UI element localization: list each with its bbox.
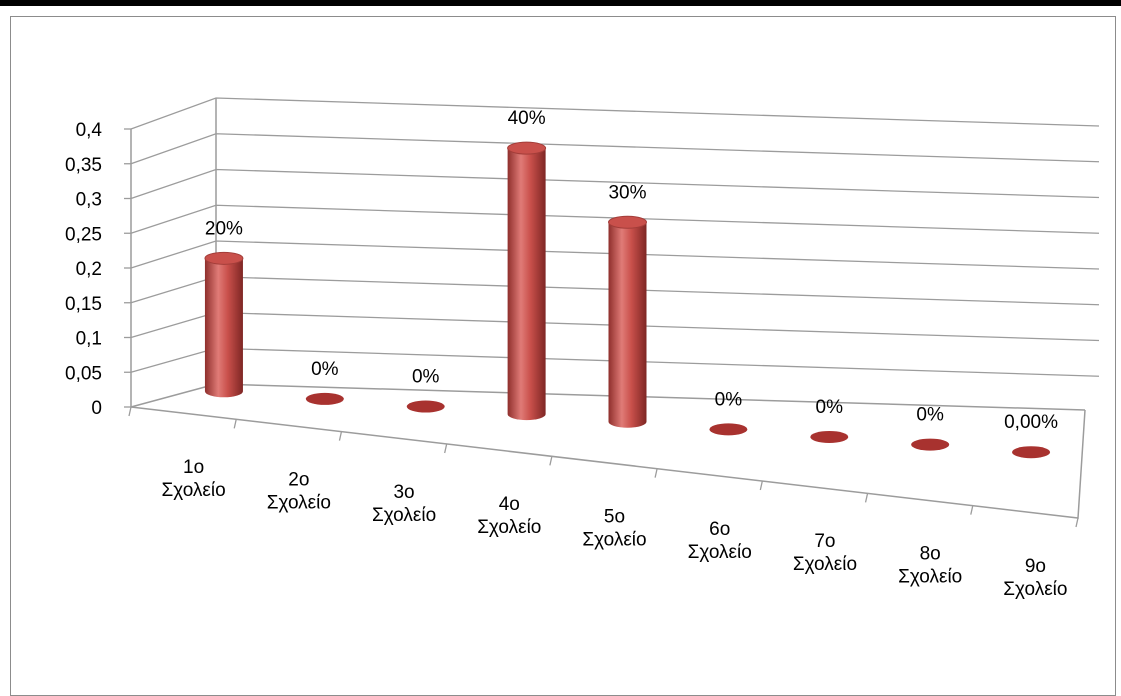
chart-frame	[10, 16, 1116, 696]
data-label: 0,00%	[1004, 412, 1058, 433]
category-label: 3ο Σχολείο	[372, 482, 436, 526]
category-label: 4ο Σχολείο	[477, 494, 541, 538]
category-label: 5ο Σχολείο	[582, 507, 646, 551]
bar	[406, 400, 445, 413]
y-tick-label: 0,05	[65, 363, 102, 384]
category-label: 8ο Σχολείο	[898, 544, 962, 588]
bar	[608, 215, 647, 428]
category-label: 6ο Σχολείο	[688, 519, 752, 563]
category-labels: 1ο Σχολείο 2ο Σχολείο 3ο Σχολείο 4ο Σχολείο 5ο Σχ…	[162, 457, 1068, 600]
data-label: 30%	[608, 182, 646, 203]
bar	[204, 251, 244, 398]
y-tick-label: 0	[91, 398, 102, 419]
data-label: 0%	[715, 389, 743, 410]
axes	[124, 128, 1086, 528]
data-label: 0%	[311, 359, 339, 380]
category-label: 7ο Σχολείο	[793, 531, 857, 575]
bars	[204, 141, 1051, 459]
data-label: 0%	[916, 405, 944, 426]
data-label: 20%	[205, 218, 243, 239]
category-label: 1ο Σχολείο	[162, 457, 226, 501]
y-tick-label: 0,4	[76, 120, 103, 141]
category-label: 2ο Σχολείο	[267, 470, 331, 514]
data-label: 0%	[412, 367, 440, 388]
bar	[709, 423, 748, 436]
bar	[305, 392, 344, 405]
top-rule	[0, 0, 1121, 6]
y-tick-label: 0,35	[65, 155, 102, 176]
bar	[810, 430, 849, 443]
data-label: 0%	[816, 397, 844, 418]
y-tick-label: 0,15	[65, 294, 102, 315]
gridlines	[130, 97, 1100, 411]
y-tick-label: 0,2	[76, 259, 102, 280]
y-tick-label: 0,1	[76, 329, 102, 350]
y-tick-label: 0,3	[76, 190, 102, 211]
data-label: 40%	[508, 108, 546, 129]
bar	[911, 438, 950, 451]
data-labels: 20% 0% 0% 40% 30% 0% 0% 0% 0,00%	[205, 108, 1058, 433]
y-tick-labels: 0 0,05 0,1 0,15 0,2 0,25 0,3 0,35 0,4	[65, 120, 102, 419]
y-tick-label: 0,25	[65, 224, 102, 245]
bar	[1012, 446, 1051, 459]
bar	[507, 141, 547, 421]
category-label: 9ο Σχολείο	[1003, 556, 1067, 600]
